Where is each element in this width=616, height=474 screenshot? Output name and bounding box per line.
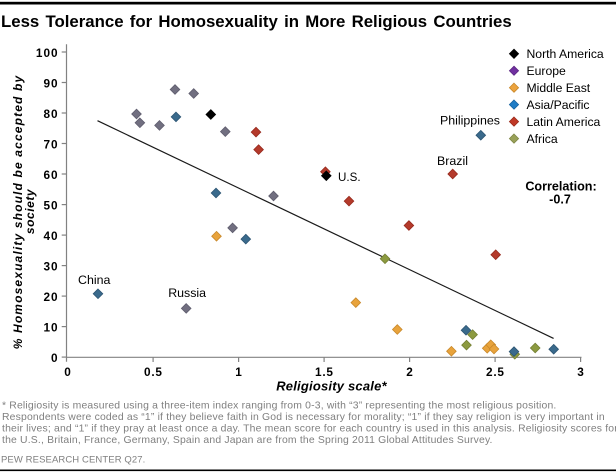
svg-text:0.5: 0.5 [144, 365, 163, 379]
svg-text:0: 0 [51, 351, 59, 365]
svg-text:Philippines: Philippines [440, 114, 500, 128]
svg-text:30: 30 [43, 260, 58, 274]
svg-text:Less Tolerance for Homosexuali: Less Tolerance for Homosexuality in More… [1, 12, 512, 31]
svg-text:Russia: Russia [168, 286, 206, 300]
svg-text:their lives; and “1” if they p: their lives; and “1” if they pray at lea… [2, 424, 616, 435]
svg-text:PEW RESEARCH CENTER Q27.: PEW RESEARCH CENTER Q27. [1, 454, 145, 465]
svg-text:-0.7: -0.7 [549, 192, 571, 206]
svg-text:20: 20 [43, 290, 58, 304]
svg-text:90: 90 [43, 77, 58, 91]
svg-text:1.5: 1.5 [315, 365, 334, 379]
svg-text:60: 60 [43, 168, 58, 182]
svg-text:Religiosity scale*: Religiosity scale* [276, 379, 387, 394]
svg-text:Europe: Europe [527, 64, 567, 78]
svg-text:Correlation:: Correlation: [525, 180, 596, 194]
svg-text:North America: North America [527, 47, 604, 61]
svg-text:U.S.: U.S. [338, 171, 361, 184]
svg-text:2.5: 2.5 [486, 365, 505, 379]
svg-text:70: 70 [43, 138, 58, 152]
svg-text:100: 100 [36, 46, 59, 60]
svg-text:2: 2 [406, 365, 413, 379]
svg-text:society: society [23, 188, 37, 234]
svg-text:50: 50 [43, 199, 58, 213]
svg-text:Africa: Africa [527, 132, 558, 146]
svg-text:Middle East: Middle East [527, 81, 591, 95]
svg-text:40: 40 [43, 229, 58, 243]
svg-text:the U.S., Britain, France, Ger: the U.S., Britain, France, Germany, Spai… [2, 435, 493, 446]
svg-text:Asia/Pacific: Asia/Pacific [527, 98, 590, 112]
svg-text:3: 3 [577, 365, 584, 379]
svg-text:80: 80 [43, 107, 58, 121]
svg-text:1: 1 [235, 365, 242, 379]
svg-text:Latin America: Latin America [527, 115, 601, 129]
svg-text:10: 10 [43, 321, 58, 335]
svg-text:0: 0 [64, 365, 71, 379]
svg-text:% Homosexuality should be acce: % Homosexuality should be accepted by [11, 75, 25, 350]
svg-text:Brazil: Brazil [437, 154, 468, 168]
svg-text:Respondents were coded as “1”: Respondents were coded as “1” if they be… [2, 412, 605, 423]
svg-text:China: China [78, 273, 110, 287]
svg-text:* Religiosity is measured usin: * Religiosity is measured using a three-… [2, 400, 556, 411]
